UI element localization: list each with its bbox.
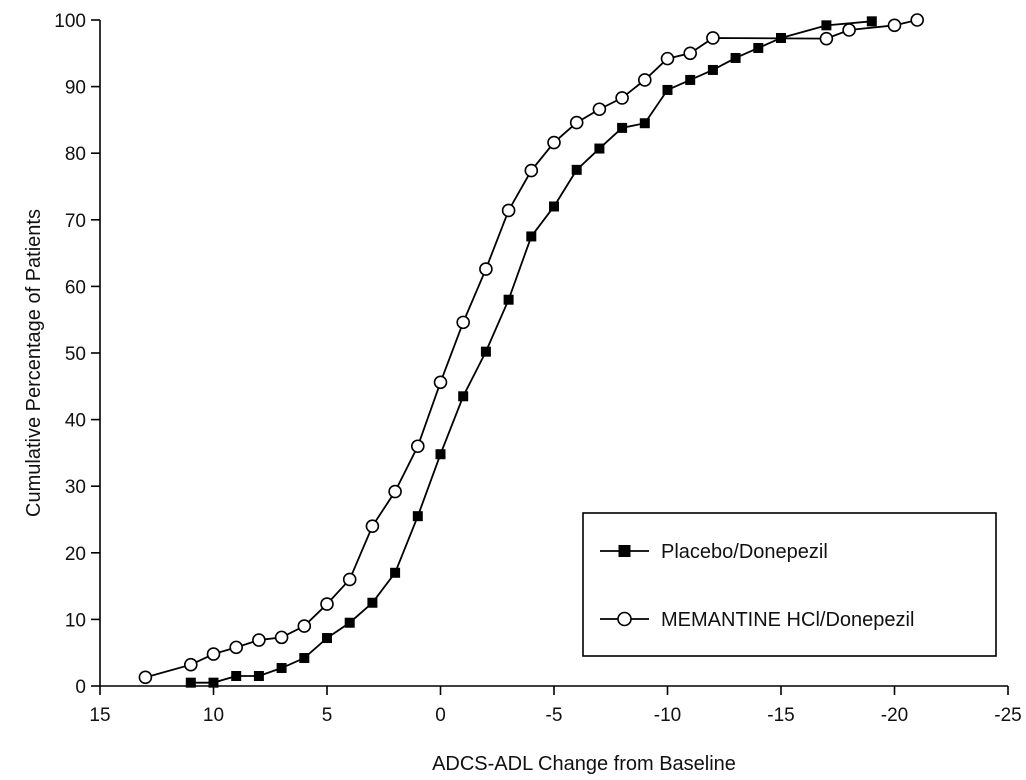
x-tick-label: -5 xyxy=(546,705,563,726)
data-point-square xyxy=(185,677,196,688)
data-point-square xyxy=(231,671,242,682)
data-point-circle xyxy=(683,46,698,61)
data-point-circle xyxy=(479,262,493,276)
data-point-circle xyxy=(910,13,925,27)
data-point-square xyxy=(299,653,310,664)
legend-label: Placebo/Donepezil xyxy=(661,541,828,563)
data-point-square xyxy=(526,231,537,242)
y-tick-label: 30 xyxy=(65,477,86,498)
legend-box xyxy=(582,512,997,657)
data-point-circle xyxy=(706,31,720,45)
legend: Placebo/Donepezil MEMANTINE HCl/Donepezil xyxy=(582,512,997,657)
y-tick-label: 20 xyxy=(65,544,86,565)
x-tick-label: 10 xyxy=(203,705,224,726)
y-axis-title: Cumulative Percentage of Patients xyxy=(23,209,45,517)
data-point-circle xyxy=(637,73,652,87)
data-point-circle xyxy=(592,102,607,117)
data-point-square xyxy=(458,391,469,402)
y-tick-label: 60 xyxy=(65,277,86,298)
data-point-square xyxy=(480,346,491,357)
data-point-square xyxy=(639,118,650,129)
data-point-square xyxy=(549,201,559,212)
y-tick-label: 100 xyxy=(54,11,86,32)
y-tick-label: 40 xyxy=(65,411,86,432)
data-point-circle xyxy=(297,619,312,633)
data-point-square xyxy=(707,64,718,75)
data-point-circle xyxy=(410,439,425,454)
data-point-square xyxy=(344,617,355,628)
data-point-circle xyxy=(342,572,357,587)
data-point-circle xyxy=(842,23,856,37)
data-point-square xyxy=(821,20,832,31)
y-tick-label: 80 xyxy=(65,144,86,165)
x-tick-label: 5 xyxy=(322,705,333,726)
data-point-circle xyxy=(320,597,334,611)
data-point-square xyxy=(276,663,287,674)
x-tick-label: -20 xyxy=(881,705,908,726)
data-point-square xyxy=(685,74,696,85)
data-point-square xyxy=(412,511,423,522)
data-point-circle xyxy=(206,647,221,661)
data-point-circle xyxy=(229,640,243,655)
x-tick-label: -15 xyxy=(767,705,794,726)
legend-marker-circle xyxy=(617,611,632,627)
data-point-circle xyxy=(388,484,402,499)
data-point-circle xyxy=(365,519,380,533)
data-point-square xyxy=(617,122,628,133)
data-point-circle xyxy=(887,18,902,33)
data-point-circle xyxy=(569,115,584,130)
data-point-square xyxy=(503,294,514,305)
series-memantine-donepezil xyxy=(138,13,925,685)
x-tick-label: -25 xyxy=(994,705,1021,726)
legend-marker-square xyxy=(618,545,631,557)
data-point-square xyxy=(866,16,877,27)
x-tick-label: 0 xyxy=(435,705,446,726)
data-point-circle xyxy=(252,633,266,647)
data-point-circle xyxy=(501,203,516,218)
data-point-square xyxy=(367,597,378,608)
y-tick-label: 90 xyxy=(65,78,86,99)
data-point-circle xyxy=(547,135,561,150)
data-point-circle xyxy=(524,163,539,178)
data-point-circle xyxy=(456,315,471,330)
data-point-square xyxy=(435,449,446,460)
y-tick-label: 0 xyxy=(75,677,86,698)
data-point-circle xyxy=(433,375,448,390)
data-point-square xyxy=(730,52,741,63)
data-point-square xyxy=(390,567,401,578)
data-point-circle xyxy=(138,670,153,685)
data-point-square xyxy=(662,84,673,95)
data-point-square xyxy=(253,671,264,682)
data-point-circle xyxy=(819,31,834,46)
y-tick-label: 10 xyxy=(65,610,86,631)
data-point-square xyxy=(571,164,582,175)
y-tick-label: 70 xyxy=(65,211,86,232)
data-point-square xyxy=(322,633,332,644)
data-point-square xyxy=(594,143,605,154)
data-point-circle xyxy=(660,51,675,66)
data-point-square xyxy=(208,677,219,688)
data-point-circle xyxy=(615,91,629,105)
legend-label: MEMANTINE HCl/Donepezil xyxy=(661,609,914,631)
data-point-circle xyxy=(274,630,289,645)
y-tick-label: 50 xyxy=(65,344,86,365)
x-tick-label: 15 xyxy=(89,705,110,726)
series xyxy=(138,13,925,688)
data-point-circle xyxy=(184,657,198,672)
x-tick-label: -10 xyxy=(654,705,681,726)
data-point-square xyxy=(753,42,764,53)
x-axis-title: ADCS-ADL Change from Baseline xyxy=(432,753,736,775)
